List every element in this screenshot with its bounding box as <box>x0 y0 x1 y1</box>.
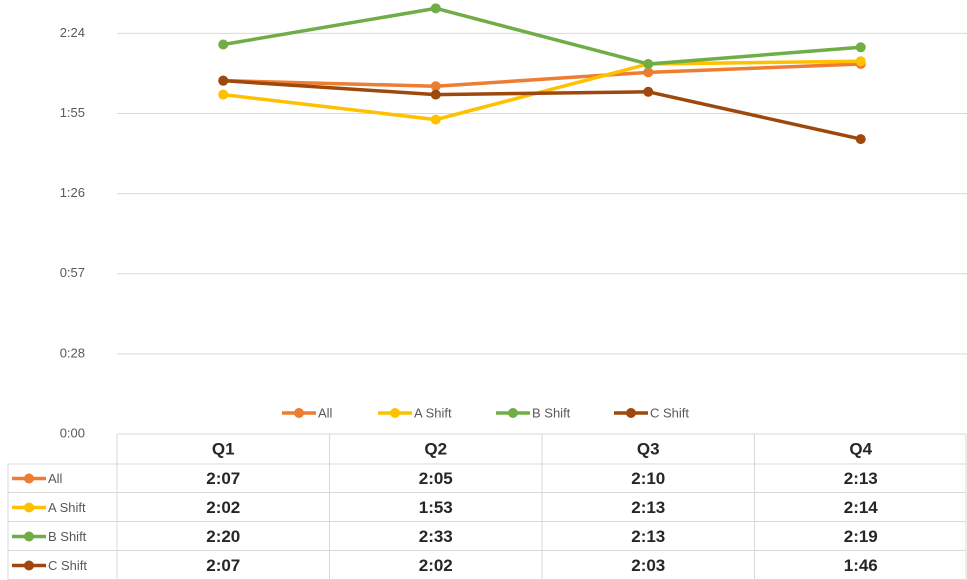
table-cell: 2:07 <box>206 469 240 488</box>
table-header: Q4 <box>849 439 872 458</box>
legend-marker <box>294 408 304 418</box>
table-header: Q1 <box>212 439 235 458</box>
marker <box>218 75 229 86</box>
y-tick-label: 2:24 <box>60 25 85 40</box>
table-header: Q2 <box>424 439 447 458</box>
marker <box>218 89 229 100</box>
legend-marker <box>24 531 34 542</box>
legend-label: All <box>318 405 333 420</box>
legend-label: B Shift <box>532 405 571 420</box>
marker <box>855 134 866 145</box>
marker <box>643 67 654 78</box>
marker <box>430 81 441 92</box>
table-cell: 2:05 <box>419 469 453 488</box>
table-cell: 2:07 <box>206 556 240 575</box>
legend-label: A Shift <box>414 405 452 420</box>
table-cell: 1:53 <box>419 498 453 517</box>
marker <box>643 58 654 69</box>
legend-marker <box>626 408 636 418</box>
table-cell: 2:13 <box>631 498 665 517</box>
y-tick-label: 0:00 <box>60 425 85 440</box>
table-cell: 2:02 <box>419 556 453 575</box>
series-line <box>223 78 862 141</box>
series-line <box>222 6 861 66</box>
table-cell: 2:19 <box>844 527 878 546</box>
table-cell: 2:14 <box>844 498 879 517</box>
table-cell: 1:46 <box>844 556 878 575</box>
table-cell: 2:02 <box>206 498 240 517</box>
table-series-label: All <box>48 471 63 486</box>
table-cell: 2:03 <box>631 556 665 575</box>
legend-marker <box>24 473 34 484</box>
y-tick-label: 1:55 <box>60 105 85 120</box>
table-cell: 2:13 <box>844 469 878 488</box>
table-series-label: A Shift <box>48 500 86 515</box>
table-cell: 2:33 <box>419 527 453 546</box>
legend-marker <box>508 408 518 418</box>
series-line <box>223 62 861 88</box>
table-cell: 2:13 <box>631 527 665 546</box>
table-header: Q3 <box>637 439 660 458</box>
marker <box>430 114 441 125</box>
y-tick-label: 1:26 <box>60 185 85 200</box>
marker <box>218 39 229 50</box>
series-line <box>223 59 861 122</box>
legend-marker <box>24 560 34 571</box>
marker <box>430 89 441 100</box>
table-series-label: B Shift <box>48 529 87 544</box>
marker <box>855 42 866 53</box>
marker <box>855 56 866 67</box>
y-tick-label: 0:57 <box>60 265 85 280</box>
table-cell: 2:20 <box>206 527 240 546</box>
legend-label: C Shift <box>650 405 689 420</box>
legend-marker <box>390 408 400 418</box>
legend-marker <box>24 502 34 513</box>
table-series-label: C Shift <box>48 558 87 573</box>
y-tick-label: 0:28 <box>60 345 85 360</box>
table-cell: 2:10 <box>631 469 665 488</box>
marker <box>643 86 654 97</box>
marker <box>430 3 441 14</box>
